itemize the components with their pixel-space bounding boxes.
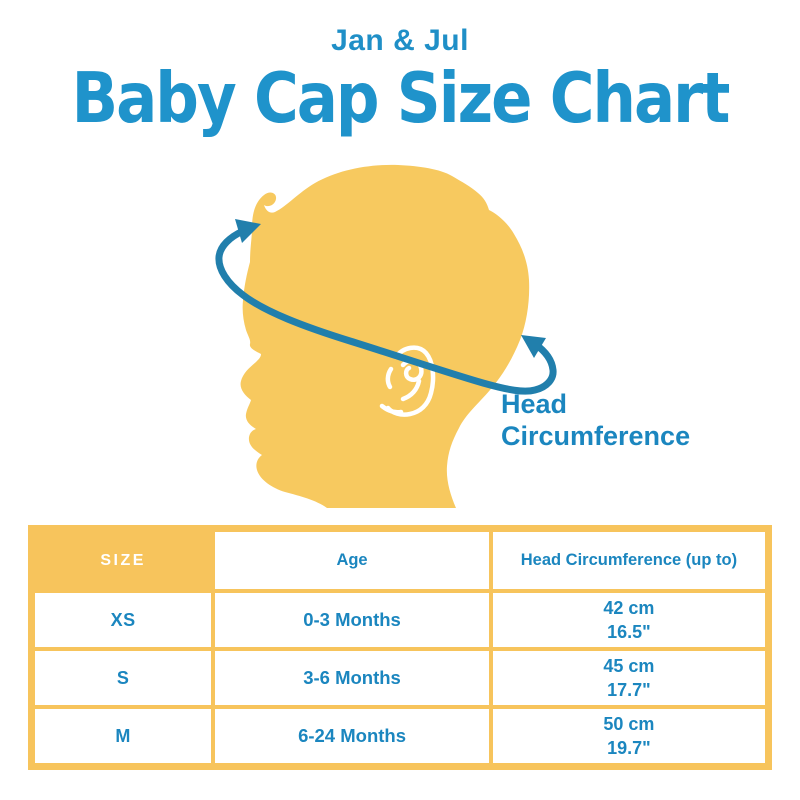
size-value: M — [29, 705, 216, 769]
brand-name: Jan & Jul — [331, 24, 469, 57]
tape-arrowhead-left-icon — [235, 219, 261, 243]
table-row-xs: XS 0-3 Months 42 cm 16.5" — [29, 589, 771, 651]
age-value: 3-6 Months — [211, 647, 493, 709]
size-table: SIZE Age Head Circumference (up to) XS 0… — [28, 525, 772, 770]
tape-arrowhead-right-icon — [521, 335, 546, 358]
table-row-s: S 3-6 Months 45 cm 17.7" — [29, 647, 771, 709]
size-table-header-row: SIZE Age Head Circumference (up to) — [29, 526, 771, 593]
head-circumference-label-line1: Head — [501, 389, 568, 419]
circumference-value: 50 cm 19.7" — [488, 705, 771, 769]
size-value: S — [29, 647, 216, 709]
baby-head-silhouette — [240, 164, 530, 508]
circumference-cm: 50 cm — [603, 713, 655, 734]
size-value: XS — [29, 589, 216, 651]
age-value: 0-3 Months — [211, 589, 493, 651]
head-circumference-label-line2: Circumference — [501, 420, 691, 451]
table-row-m: M 6-24 Months 50 cm 19.7" — [29, 705, 771, 769]
measuring-tape-line — [215, 227, 557, 395]
column-header-size: SIZE — [29, 526, 216, 593]
column-header-age: Age — [211, 526, 493, 593]
page-title: Baby Cap Size Chart — [71, 58, 731, 139]
age-value: 6-24 Months — [211, 705, 493, 769]
circumference-cm: 42 cm — [603, 597, 655, 618]
circumference-inch: 19.7" — [607, 738, 651, 758]
circumference-value: 45 cm 17.7" — [488, 647, 771, 709]
circumference-cm: 45 cm — [603, 655, 655, 676]
circumference-value: 42 cm 16.5" — [488, 589, 771, 651]
circumference-inch: 16.5" — [607, 622, 651, 642]
circumference-inch: 17.7" — [607, 680, 651, 700]
column-header-circumference: Head Circumference (up to) — [488, 526, 771, 593]
head-circumference-label: Head Circumference — [501, 389, 690, 453]
